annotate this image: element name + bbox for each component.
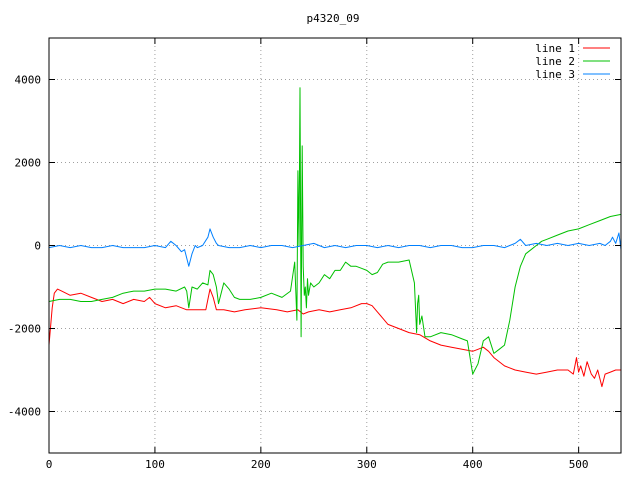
y-tick-label: 2000: [15, 157, 42, 170]
legend-label: line 2: [535, 55, 575, 68]
y-tick-label: 4000: [15, 74, 42, 87]
legend-label: line 3: [535, 68, 575, 81]
x-tick-label: 0: [46, 458, 53, 471]
y-tick-label: -4000: [8, 406, 41, 419]
x-tick-label: 100: [145, 458, 165, 471]
series-line-3: [48, 228, 622, 267]
y-tick-label: -2000: [8, 323, 41, 336]
x-tick-label: 200: [251, 458, 271, 471]
chart-title: p4320_09: [307, 12, 360, 25]
x-tick-label: 300: [357, 458, 377, 471]
series-line-2: [48, 87, 622, 375]
x-tick-label: 500: [569, 458, 589, 471]
x-tick-label: 400: [463, 458, 483, 471]
series-line-1: [48, 288, 621, 388]
axis-ticks: 0 100 200 300 400 500 -4000 -2000 0 2000 4000: [8, 38, 621, 471]
series-lines: [48, 87, 622, 388]
y-tick-label: 0: [34, 240, 41, 253]
legend-label: line 1: [535, 42, 575, 55]
